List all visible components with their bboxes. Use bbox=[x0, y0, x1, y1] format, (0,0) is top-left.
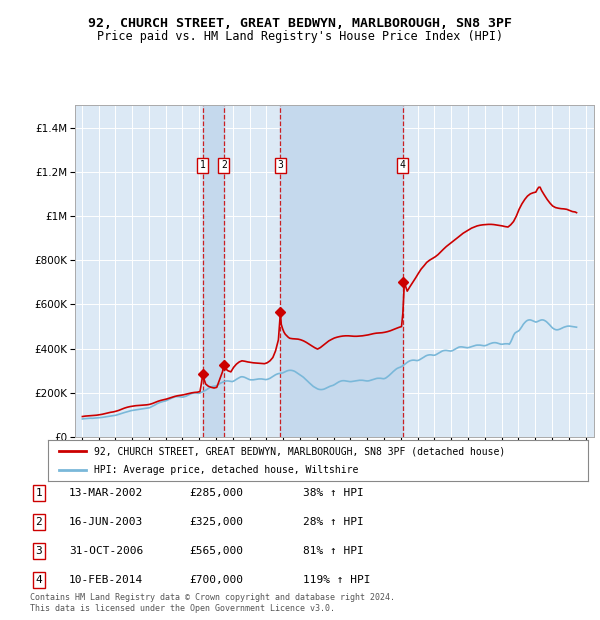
Text: £565,000: £565,000 bbox=[189, 546, 243, 556]
Text: £700,000: £700,000 bbox=[189, 575, 243, 585]
Text: 31-OCT-2006: 31-OCT-2006 bbox=[69, 546, 143, 556]
Text: 4: 4 bbox=[35, 575, 43, 585]
Bar bbox=[203, 105, 224, 437]
Bar bbox=[280, 105, 403, 437]
Text: 38% ↑ HPI: 38% ↑ HPI bbox=[303, 488, 364, 498]
Text: 10-FEB-2014: 10-FEB-2014 bbox=[69, 575, 143, 585]
Text: HPI: Average price, detached house, Wiltshire: HPI: Average price, detached house, Wilt… bbox=[94, 464, 358, 475]
Text: 28% ↑ HPI: 28% ↑ HPI bbox=[303, 517, 364, 527]
Text: 1: 1 bbox=[200, 160, 206, 170]
Text: Price paid vs. HM Land Registry's House Price Index (HPI): Price paid vs. HM Land Registry's House … bbox=[97, 30, 503, 43]
Text: 3: 3 bbox=[35, 546, 43, 556]
Text: £285,000: £285,000 bbox=[189, 488, 243, 498]
Text: 1: 1 bbox=[35, 488, 43, 498]
Text: 81% ↑ HPI: 81% ↑ HPI bbox=[303, 546, 364, 556]
Text: £325,000: £325,000 bbox=[189, 517, 243, 527]
Text: 92, CHURCH STREET, GREAT BEDWYN, MARLBOROUGH, SN8 3PF: 92, CHURCH STREET, GREAT BEDWYN, MARLBOR… bbox=[88, 17, 512, 30]
Text: 2: 2 bbox=[221, 160, 227, 170]
Text: 16-JUN-2003: 16-JUN-2003 bbox=[69, 517, 143, 527]
Text: 92, CHURCH STREET, GREAT BEDWYN, MARLBOROUGH, SN8 3PF (detached house): 92, CHURCH STREET, GREAT BEDWYN, MARLBOR… bbox=[94, 446, 505, 456]
Text: 13-MAR-2002: 13-MAR-2002 bbox=[69, 488, 143, 498]
Text: 119% ↑ HPI: 119% ↑ HPI bbox=[303, 575, 371, 585]
Text: 3: 3 bbox=[277, 160, 283, 170]
Text: Contains HM Land Registry data © Crown copyright and database right 2024.
This d: Contains HM Land Registry data © Crown c… bbox=[30, 593, 395, 613]
Text: 2: 2 bbox=[35, 517, 43, 527]
Text: 4: 4 bbox=[400, 160, 406, 170]
